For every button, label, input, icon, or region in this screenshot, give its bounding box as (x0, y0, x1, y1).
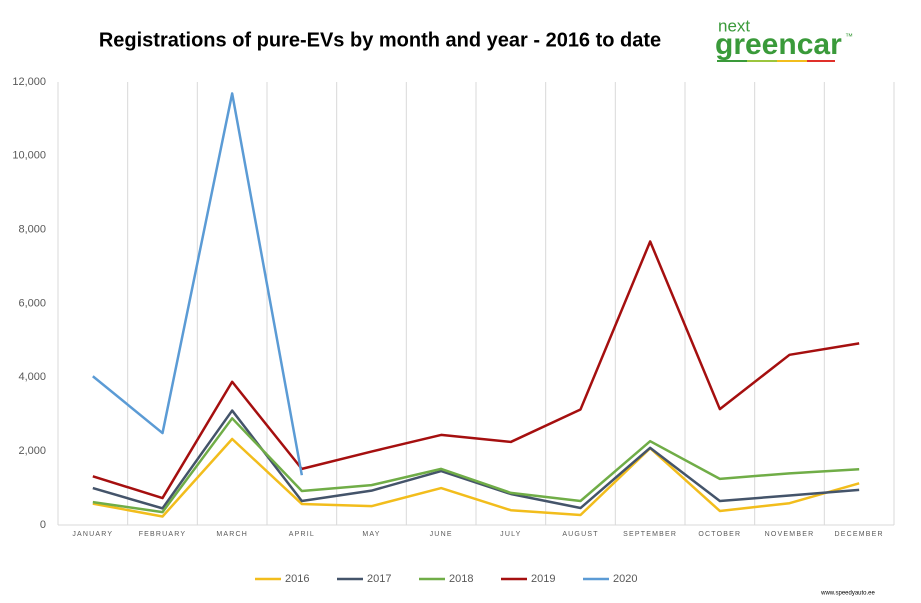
legend-label: 2020 (613, 573, 637, 585)
logo-main: greencar (715, 28, 842, 61)
series-line (92, 437, 860, 518)
x-tick-label: APRIL (289, 531, 315, 538)
legend-label: 2016 (285, 573, 309, 585)
watermark: www.speedyauto.ee (820, 591, 875, 597)
x-tick-label: AUGUST (562, 531, 598, 538)
logo-bar (747, 60, 777, 62)
logo-bar (717, 60, 747, 62)
logo-bar (807, 60, 835, 62)
y-tick-label: 8,000 (18, 224, 46, 236)
chart-title: Registrations of pure-EVs by month and y… (99, 29, 661, 51)
series-line (92, 409, 860, 510)
logo: next greencar ™ (715, 16, 853, 62)
series-line (92, 417, 860, 514)
legend-label: 2017 (367, 573, 391, 585)
x-tick-label: JANUARY (72, 531, 113, 538)
series-line (92, 92, 304, 476)
x-tick-label: SEPTEMBER (623, 531, 677, 538)
x-tick-label: OCTOBER (698, 531, 741, 538)
logo-mark: ™ (845, 32, 853, 41)
logo-top: next (718, 16, 750, 35)
y-tick-label: 10,000 (12, 150, 46, 162)
x-tick-label: DECEMBER (835, 531, 884, 538)
legend-label: 2019 (531, 573, 555, 585)
y-tick-label: 2,000 (18, 445, 46, 457)
x-tick-label: NOVEMBER (765, 531, 815, 538)
x-tick-label: MARCH (216, 531, 248, 538)
y-tick-label: 6,000 (18, 297, 46, 309)
y-tick-label: 0 (40, 519, 46, 531)
y-tick-label: 4,000 (18, 371, 46, 383)
x-tick-label: JUNE (430, 531, 453, 538)
y-tick-label: 12,000 (12, 76, 46, 88)
logo-bar (777, 60, 807, 62)
legend-label: 2018 (449, 573, 473, 585)
x-tick-label: FEBRUARY (139, 531, 187, 538)
x-tick-label: MAY (362, 531, 380, 538)
x-tick-label: JULY (500, 531, 521, 538)
series-line (92, 240, 860, 500)
